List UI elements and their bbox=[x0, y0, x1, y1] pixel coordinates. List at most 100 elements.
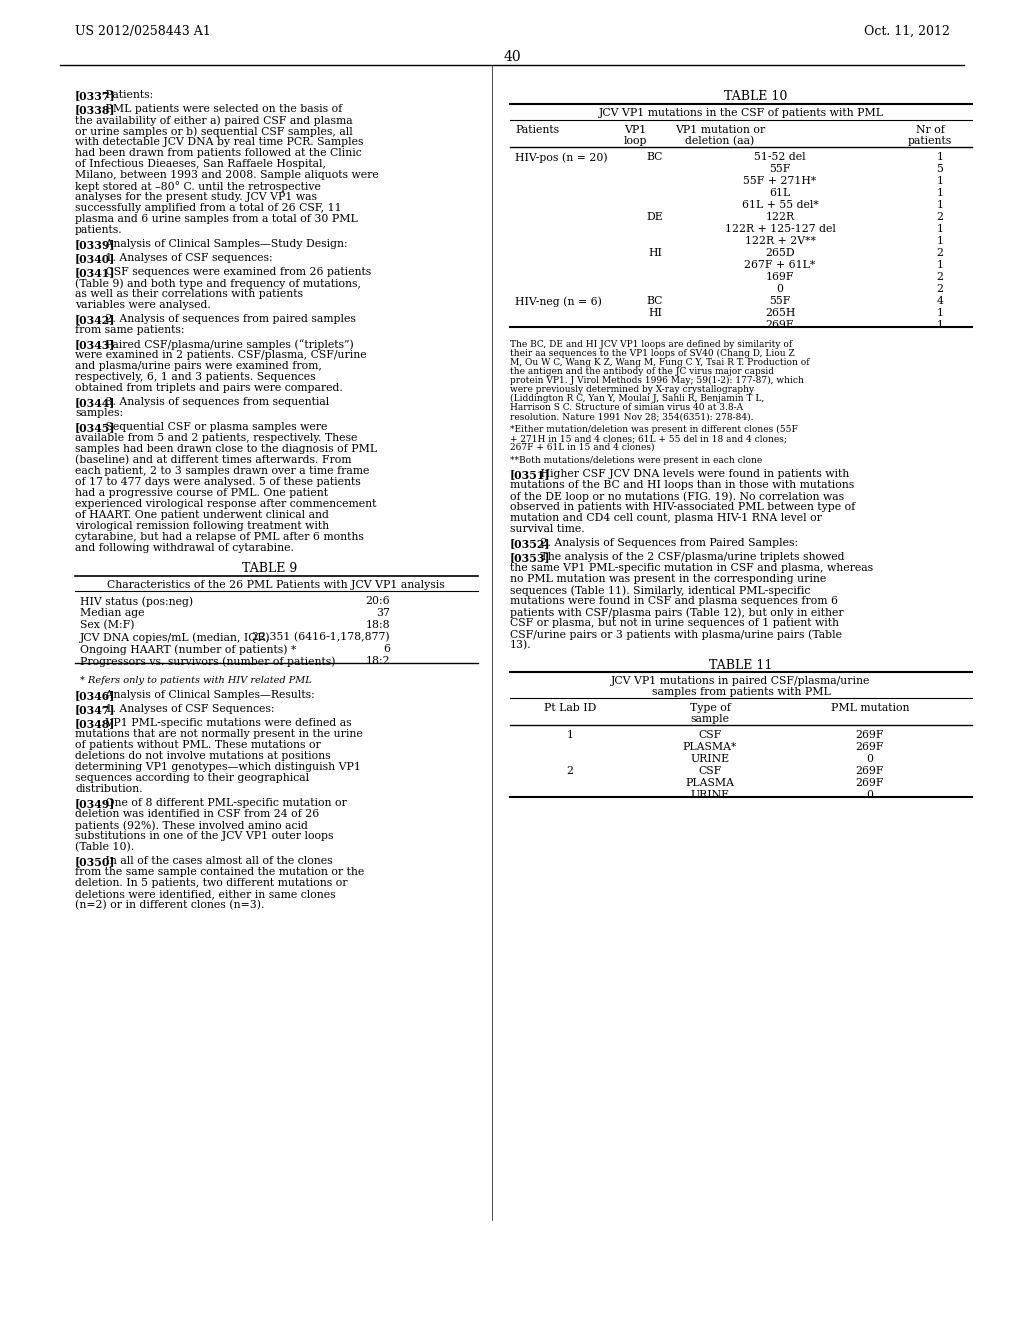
Text: 0: 0 bbox=[776, 284, 783, 294]
Text: 6: 6 bbox=[383, 644, 390, 653]
Text: Patients: Patients bbox=[515, 125, 559, 135]
Text: their aa sequences to the VP1 loops of SV40 (Chang D, Liou Z: their aa sequences to the VP1 loops of S… bbox=[510, 348, 795, 358]
Text: patients: patients bbox=[908, 136, 952, 147]
Text: samples had been drawn close to the diagnosis of PML: samples had been drawn close to the diag… bbox=[75, 444, 377, 454]
Text: available from 5 and 2 patients, respectively. These: available from 5 and 2 patients, respect… bbox=[75, 433, 357, 444]
Text: determining VP1 genotypes—which distinguish VP1: determining VP1 genotypes—which distingu… bbox=[75, 762, 360, 772]
Text: from the same sample contained the mutation or the: from the same sample contained the mutat… bbox=[75, 867, 365, 876]
Text: Median age: Median age bbox=[80, 609, 144, 618]
Text: [0346]: [0346] bbox=[75, 690, 116, 701]
Text: CSF sequences were examined from 26 patients: CSF sequences were examined from 26 pati… bbox=[102, 267, 372, 277]
Text: deletions do not involve mutations at positions: deletions do not involve mutations at po… bbox=[75, 751, 331, 762]
Text: 13).: 13). bbox=[510, 640, 531, 651]
Text: the antigen and the antibody of the JC virus major capsid: the antigen and the antibody of the JC v… bbox=[510, 367, 774, 376]
Text: substitutions in one of the JCV VP1 outer loops: substitutions in one of the JCV VP1 oute… bbox=[75, 832, 334, 841]
Text: [0349]: [0349] bbox=[75, 799, 116, 809]
Text: sample: sample bbox=[690, 714, 729, 723]
Text: [0337]: [0337] bbox=[75, 90, 116, 102]
Text: 1: 1 bbox=[566, 730, 573, 741]
Text: deletion (aa): deletion (aa) bbox=[685, 136, 755, 147]
Text: Analysis of Clinical Samples—Results:: Analysis of Clinical Samples—Results: bbox=[102, 690, 314, 700]
Text: of HAART. One patient underwent clinical and: of HAART. One patient underwent clinical… bbox=[75, 510, 329, 520]
Text: PML mutation: PML mutation bbox=[830, 704, 909, 713]
Text: each patient, 2 to 3 samples drawn over a time frame: each patient, 2 to 3 samples drawn over … bbox=[75, 466, 370, 477]
Text: resolution. Nature 1991 Nov 28; 354(6351): 278-84).: resolution. Nature 1991 Nov 28; 354(6351… bbox=[510, 412, 754, 421]
Text: [0352]: [0352] bbox=[510, 539, 551, 549]
Text: Patients:: Patients: bbox=[102, 90, 154, 100]
Text: respectively, 6, 1 and 3 patients. Sequences: respectively, 6, 1 and 3 patients. Seque… bbox=[75, 372, 315, 381]
Text: [0347]: [0347] bbox=[75, 704, 116, 715]
Text: 37: 37 bbox=[376, 609, 390, 618]
Text: 1: 1 bbox=[937, 201, 943, 210]
Text: patients with CSF/plasma pairs (Table 12), but only in either: patients with CSF/plasma pairs (Table 12… bbox=[510, 607, 844, 618]
Text: Higher CSF JCV DNA levels were found in patients with: Higher CSF JCV DNA levels were found in … bbox=[537, 469, 849, 479]
Text: 269F: 269F bbox=[856, 730, 885, 741]
Text: (Table 9) and both type and frequency of mutations,: (Table 9) and both type and frequency of… bbox=[75, 279, 361, 289]
Text: 269F: 269F bbox=[856, 742, 885, 752]
Text: 2: 2 bbox=[937, 213, 943, 222]
Text: VP1 mutation or: VP1 mutation or bbox=[675, 125, 765, 135]
Text: 2. Analysis of sequences from paired samples: 2. Analysis of sequences from paired sam… bbox=[102, 314, 356, 323]
Text: 51-52 del: 51-52 del bbox=[755, 152, 806, 162]
Text: CSF/urine pairs or 3 patients with plasma/urine pairs (Table: CSF/urine pairs or 3 patients with plasm… bbox=[510, 630, 842, 640]
Text: URINE: URINE bbox=[690, 754, 729, 764]
Text: + 271H in 15 and 4 clones; 61L + 55 del in 18 and 4 clones;: + 271H in 15 and 4 clones; 61L + 55 del … bbox=[510, 434, 786, 444]
Text: 2: 2 bbox=[937, 284, 943, 294]
Text: 2: 2 bbox=[937, 272, 943, 282]
Text: 18:8: 18:8 bbox=[366, 620, 390, 630]
Text: the same VP1 PML-specific mutation in CSF and plasma, whereas: the same VP1 PML-specific mutation in CS… bbox=[510, 564, 873, 573]
Text: deletion was identified in CSF from 24 of 26: deletion was identified in CSF from 24 o… bbox=[75, 809, 319, 818]
Text: HIV-pos (n = 20): HIV-pos (n = 20) bbox=[515, 152, 607, 162]
Text: JCV DNA copies/mL (median, IQR): JCV DNA copies/mL (median, IQR) bbox=[80, 632, 270, 643]
Text: with detectable JCV DNA by real time PCR. Samples: with detectable JCV DNA by real time PCR… bbox=[75, 137, 364, 147]
Text: of the DE loop or no mutations (FIG. 19). No correlation was: of the DE loop or no mutations (FIG. 19)… bbox=[510, 491, 844, 502]
Text: protein VP1. J Virol Methods 1996 May; 59(1-2): 177-87), which: protein VP1. J Virol Methods 1996 May; 5… bbox=[510, 376, 804, 385]
Text: of Infectious Dieaeses, San Raffaele Hospital,: of Infectious Dieaeses, San Raffaele Hos… bbox=[75, 158, 326, 169]
Text: (Table 10).: (Table 10). bbox=[75, 842, 134, 853]
Text: 2. Analysis of Sequences from Paired Samples:: 2. Analysis of Sequences from Paired Sam… bbox=[537, 539, 798, 548]
Text: CSF: CSF bbox=[698, 730, 722, 741]
Text: VP1 PML-specific mutations were defined as: VP1 PML-specific mutations were defined … bbox=[102, 718, 351, 729]
Text: URINE: URINE bbox=[690, 789, 729, 800]
Text: PLASMA: PLASMA bbox=[685, 777, 734, 788]
Text: mutations were found in CSF and plasma sequences from 6: mutations were found in CSF and plasma s… bbox=[510, 597, 838, 606]
Text: M, Ou W C, Wang K Z, Wang M, Fung C Y, Tsai R T. Production of: M, Ou W C, Wang K Z, Wang M, Fung C Y, T… bbox=[510, 358, 810, 367]
Text: [0344]: [0344] bbox=[75, 397, 116, 408]
Text: [0340]: [0340] bbox=[75, 253, 116, 264]
Text: [0343]: [0343] bbox=[75, 339, 116, 350]
Text: 55F + 271H*: 55F + 271H* bbox=[743, 176, 816, 186]
Text: successfully amplified from a total of 26 CSF, 11: successfully amplified from a total of 2… bbox=[75, 203, 342, 213]
Text: Nr of: Nr of bbox=[915, 125, 944, 135]
Text: 1. Analyses of CSF Sequences:: 1. Analyses of CSF Sequences: bbox=[102, 704, 274, 714]
Text: [0353]: [0353] bbox=[510, 552, 551, 564]
Text: JCV VP1 mutations in the CSF of patients with PML: JCV VP1 mutations in the CSF of patients… bbox=[598, 108, 884, 117]
Text: Harrison S C. Structure of simian virus 40 at 3.8-A: Harrison S C. Structure of simian virus … bbox=[510, 403, 743, 412]
Text: 0: 0 bbox=[866, 754, 873, 764]
Text: US 2012/0258443 A1: US 2012/0258443 A1 bbox=[75, 25, 211, 38]
Text: 1: 1 bbox=[937, 236, 943, 246]
Text: 265D: 265D bbox=[765, 248, 795, 257]
Text: loop: loop bbox=[624, 136, 647, 147]
Text: patients.: patients. bbox=[75, 224, 123, 235]
Text: DE: DE bbox=[646, 213, 664, 222]
Text: HIV status (pos:neg): HIV status (pos:neg) bbox=[80, 597, 194, 607]
Text: HI: HI bbox=[648, 308, 662, 318]
Text: 267F + 61L*: 267F + 61L* bbox=[744, 260, 816, 271]
Text: 1: 1 bbox=[937, 176, 943, 186]
Text: 267F + 61L in 15 and 4 clones): 267F + 61L in 15 and 4 clones) bbox=[510, 444, 654, 451]
Text: Oct. 11, 2012: Oct. 11, 2012 bbox=[864, 25, 950, 38]
Text: deletion. In 5 patients, two different mutations or: deletion. In 5 patients, two different m… bbox=[75, 878, 347, 888]
Text: 269F: 269F bbox=[766, 319, 795, 330]
Text: deletions were identified, either in same clones: deletions were identified, either in sam… bbox=[75, 888, 336, 899]
Text: [0338]: [0338] bbox=[75, 104, 116, 115]
Text: TABLE 9: TABLE 9 bbox=[243, 562, 298, 576]
Text: 55F: 55F bbox=[769, 296, 791, 306]
Text: virological remission following treatment with: virological remission following treatmen… bbox=[75, 521, 329, 531]
Text: (n=2) or in different clones (n=3).: (n=2) or in different clones (n=3). bbox=[75, 900, 264, 911]
Text: Milano, between 1993 and 2008. Sample aliquots were: Milano, between 1993 and 2008. Sample al… bbox=[75, 170, 379, 180]
Text: 269F: 269F bbox=[856, 777, 885, 788]
Text: 2: 2 bbox=[566, 766, 573, 776]
Text: (Liddington R C, Yan Y, Moulai J, Sahli R, Benjamin T L,: (Liddington R C, Yan Y, Moulai J, Sahli … bbox=[510, 393, 764, 403]
Text: 3. Analysis of sequences from sequential: 3. Analysis of sequences from sequential bbox=[102, 397, 330, 407]
Text: 1: 1 bbox=[937, 260, 943, 271]
